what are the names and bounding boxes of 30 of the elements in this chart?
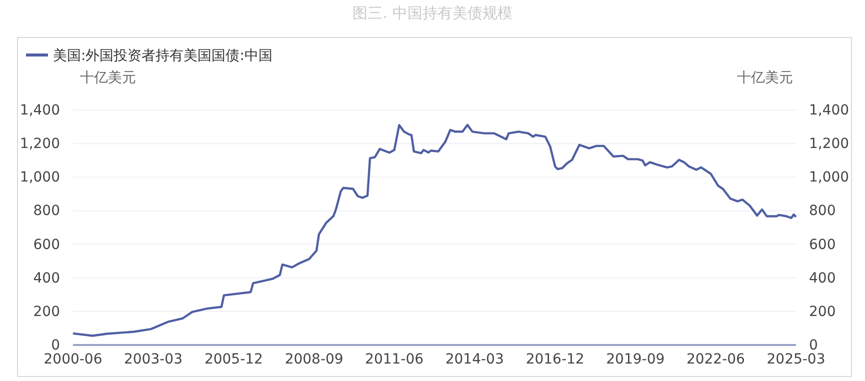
x-tick-label: 2008-09 <box>284 351 344 368</box>
y-tick-label: 1,200 <box>20 136 60 152</box>
line-series <box>72 124 798 337</box>
x-tick-label: 2011-06 <box>365 351 424 368</box>
legend-label: 美国:外国投资者持有美国国债:中国 <box>53 48 272 64</box>
y2-tick-label: 800 <box>809 203 836 220</box>
y2-tick-label: 600 <box>809 236 836 253</box>
y2-tick-label: 1,400 <box>809 102 850 118</box>
y-tick-label: 800 <box>33 203 60 220</box>
y-axis-title: 十亿美元 <box>80 70 136 86</box>
x-tick-label: 2005-12 <box>204 351 263 368</box>
y-tick-label: 1,000 <box>20 170 60 186</box>
y2-tick-label: 400 <box>809 270 836 286</box>
x-tick-label: 2003-03 <box>124 351 182 368</box>
y-tick-label: 600 <box>33 236 60 253</box>
x-tick-label: 2016-12 <box>526 351 584 368</box>
x-tick-label: 2019-09 <box>606 351 665 368</box>
x-tick-label: 2014-03 <box>445 351 504 368</box>
y-tick-label: 200 <box>33 304 60 320</box>
y-tick-label: 400 <box>33 270 60 286</box>
x-tick-label: 2022-06 <box>686 351 746 368</box>
y2-tick-label: 200 <box>809 304 836 320</box>
y2-tick-label: 1,200 <box>809 136 850 152</box>
y-tick-label: 0 <box>51 337 60 354</box>
y-tick-label: 1,400 <box>20 102 60 118</box>
y2-tick-label: 1,000 <box>809 170 850 186</box>
y2-axis-title: 十亿美元 <box>737 70 793 86</box>
x-tick-label: 2025-03 <box>766 351 826 368</box>
x-tick-label: 2000-06 <box>44 351 102 368</box>
y2-tick-label: 0 <box>809 337 818 354</box>
